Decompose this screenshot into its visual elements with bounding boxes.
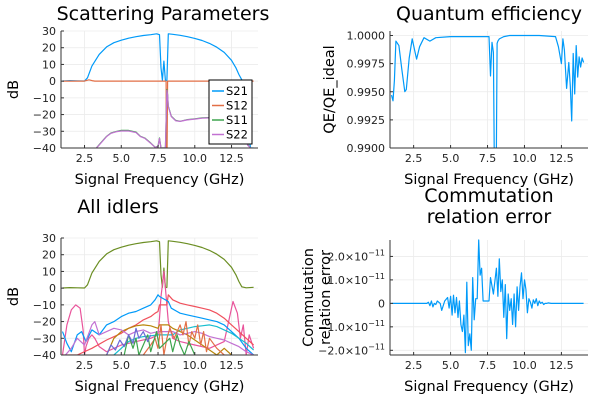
x-axis-label: Signal Frequency (GHz) xyxy=(75,172,245,188)
tick-mantissa: 1.0×10 xyxy=(327,274,368,287)
legend-label: S11 xyxy=(226,113,248,127)
y-tick-label: −10 xyxy=(33,92,56,105)
y-tick-label: 0.9975 xyxy=(347,58,386,71)
x-tick-label: 5.0 xyxy=(442,152,460,165)
x-tick-label: 2.5 xyxy=(76,359,94,372)
y-tick-label: 2.0×10−11 xyxy=(327,248,385,263)
y-axis-label: dB xyxy=(6,287,22,306)
y-axis-label: relation error xyxy=(318,250,334,345)
y-tick-label: 1.0000 xyxy=(347,30,386,43)
y-tick-label: −20 xyxy=(33,109,56,122)
series-group xyxy=(391,239,584,354)
y-tick-label: 0.9900 xyxy=(347,142,386,155)
x-tick-label: 10.0 xyxy=(183,359,208,372)
tick-exponent: −11 xyxy=(368,342,385,351)
y-tick-label: 0.9950 xyxy=(347,86,386,99)
legend-label: S12 xyxy=(226,99,248,113)
x-tick-label: 10.0 xyxy=(512,152,537,165)
y-tick-label: −40 xyxy=(33,142,56,155)
y-tick-label: −10 xyxy=(33,299,56,312)
tick-mantissa: 2.0×10 xyxy=(327,250,368,263)
y-tick-label: 20 xyxy=(42,249,56,262)
x-tick-label: 2.5 xyxy=(76,152,94,165)
y-tick-label: −30 xyxy=(33,332,56,345)
x-tick-label: 7.5 xyxy=(149,152,167,165)
y-tick-label: −20 xyxy=(33,316,56,329)
y-tick-label: −30 xyxy=(33,125,56,138)
y-axis-label: QE/QE_ideal xyxy=(322,45,338,133)
x-tick-label: 12.5 xyxy=(549,359,574,372)
tick-exponent: −11 xyxy=(368,319,385,328)
x-tick-label: 2.5 xyxy=(405,152,423,165)
x-axis-label: Signal Frequency (GHz) xyxy=(75,379,245,395)
tick-mantissa: −1.0×10 xyxy=(318,321,368,334)
panel-commutation-relation-error: 2.5 5.0 7.5 10.0 12.52.0×10−111.0×10−110−1.0… xyxy=(301,185,588,395)
chart-title: Quantum efficiency xyxy=(396,3,582,25)
tick-mantissa: 0 xyxy=(378,297,385,310)
x-tick-label: 5.0 xyxy=(113,152,131,165)
tick-exponent: −11 xyxy=(368,248,385,257)
chart-title: relation error xyxy=(427,206,552,228)
y-tick-label: 10 xyxy=(42,58,56,71)
x-tick-label: 7.5 xyxy=(479,152,497,165)
x-axis-label: Signal Frequency (GHz) xyxy=(404,172,574,188)
y-tick-label: −40 xyxy=(33,349,56,362)
y-tick-label: 1.0×10−11 xyxy=(327,272,385,287)
y-tick-label: −1.0×10−11 xyxy=(318,319,385,334)
legend-label: S21 xyxy=(226,84,248,98)
y-tick-label: 10 xyxy=(42,265,56,278)
x-axis-label: Signal Frequency (GHz) xyxy=(404,379,574,395)
chart-title: All idlers xyxy=(77,196,159,218)
series-line-idler-gold- xyxy=(106,324,232,355)
panel-scattering-parameters: 2.5 5.0 7.5 10.0 12.5 30 20 10 0 −10 −20 −30 −40 Scat… xyxy=(6,3,269,188)
series-line-idler-slate- xyxy=(106,327,152,355)
panel-quantum-efficiency: 2.5 5.0 7.5 10.0 12.5 1.0000 0.9975 0.9950 0.992… xyxy=(322,3,588,188)
tick-mantissa: −2.0×10 xyxy=(318,344,368,357)
x-tick-label: 7.5 xyxy=(149,359,167,372)
x-tick-label: 5.0 xyxy=(442,359,460,372)
x-tick-label: 10.0 xyxy=(512,359,537,372)
series-line-s21 xyxy=(62,33,254,148)
y-tick-label: 30 xyxy=(42,25,56,38)
series-line-idler-orange- xyxy=(142,321,225,355)
x-tick-label: 5.0 xyxy=(113,359,131,372)
series-group xyxy=(61,240,255,355)
y-tick-label: 0 xyxy=(49,75,56,88)
legend-label: S22 xyxy=(226,128,248,142)
series-line-idler-green- xyxy=(123,331,196,355)
y-axis-label: dB xyxy=(6,80,22,99)
panel-all-idlers: 2.5 5.0 7.5 10.0 12.5 30 20 10 0 −10 −20 −30 −40 All … xyxy=(6,196,258,395)
series-group xyxy=(390,34,585,148)
x-tick-label: 12.5 xyxy=(219,359,244,372)
chart-title: Scattering Parameters xyxy=(57,3,270,25)
x-tick-label: 12.5 xyxy=(549,152,574,165)
y-axis-label: Commutation xyxy=(301,248,317,347)
y-tick-label: 0 xyxy=(378,297,385,310)
x-tick-label: 10.0 xyxy=(183,152,208,165)
x-tick-label: 2.5 xyxy=(405,359,423,372)
chart-title: Commutation xyxy=(424,185,553,207)
x-tick-label: 7.5 xyxy=(479,359,497,372)
y-tick-label: 30 xyxy=(42,232,56,245)
series-line-idler-red- xyxy=(62,294,255,355)
y-tick-label: −2.0×10−11 xyxy=(318,342,385,357)
series-line-error xyxy=(391,239,584,354)
series-line-idler-violet- xyxy=(64,321,254,355)
series-line-qe xyxy=(390,34,585,148)
x-tick-label: 12.5 xyxy=(219,152,244,165)
y-tick-label: 20 xyxy=(42,42,56,55)
series-line-idler-pink- xyxy=(61,270,255,355)
y-tick-label: 0.9925 xyxy=(347,114,386,127)
tick-exponent: −11 xyxy=(368,272,385,281)
y-tick-label: 0 xyxy=(49,282,56,295)
